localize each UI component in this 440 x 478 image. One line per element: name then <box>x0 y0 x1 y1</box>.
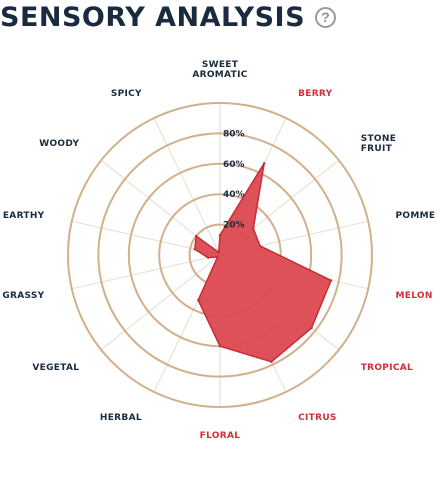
radar-spoke <box>153 117 221 256</box>
radar-axis-label: MELON <box>396 291 433 301</box>
radar-ring <box>97 132 343 378</box>
radar-axis-label: WOODY <box>39 139 79 149</box>
radar-series <box>193 162 333 363</box>
radar-axis-label: HERBAL <box>100 413 142 423</box>
radar-tick-label: 40% <box>223 190 245 200</box>
radar-tick-label: 20% <box>223 221 245 231</box>
radar-axis-label: TROPICAL <box>361 363 413 373</box>
radar-axis-label-line: HERBAL <box>100 413 142 423</box>
radar-point <box>195 234 198 238</box>
radar-point <box>197 299 200 302</box>
radar-axis-label-line: TROPICAL <box>361 363 413 373</box>
radar-axis-label-line: SPICY <box>111 89 142 99</box>
radar-axis-label-line: SWEET <box>202 60 239 70</box>
radar-spoke <box>100 254 221 351</box>
radar-point <box>310 326 313 330</box>
header: SENSORY ANALYSIS ? <box>0 0 337 34</box>
radar-axis-label-line: POMME <box>396 211 436 221</box>
radar-point <box>329 279 333 282</box>
radar-axis-label-line: MELON <box>396 291 433 301</box>
radar-rings <box>67 102 373 408</box>
radar-point <box>216 255 219 259</box>
radar-axis-label: CITRUS <box>298 413 337 423</box>
radar-spoke <box>71 254 221 290</box>
radar-axis-label: SPICY <box>111 89 142 99</box>
radar-axis-label: EARTHY <box>3 211 45 221</box>
radar-point <box>258 244 262 248</box>
radar-axis-label: VEGETAL <box>32 363 79 373</box>
radar-point <box>218 234 222 237</box>
radar-point <box>252 227 255 230</box>
radar-axis-label-line: BERRY <box>298 89 333 99</box>
radar-axis-label: GRASSY <box>2 291 44 301</box>
radar-axis-label: SWEET AROMATIC <box>192 60 247 80</box>
radar-axis-label: POMME <box>396 211 436 221</box>
radar-point <box>193 248 196 251</box>
radar-point <box>270 360 273 363</box>
radar-point <box>217 251 220 254</box>
radar-point <box>263 162 266 165</box>
radar-axis-label: FLORAL <box>200 431 241 441</box>
radar-axis-label-line: WOODY <box>39 139 79 149</box>
radar-point <box>218 345 222 348</box>
question-circle-icon[interactable]: ? <box>315 6 337 28</box>
radar-axis-label: STONE FRUIT <box>361 134 396 154</box>
radar-axis-label-line: CITRUS <box>298 413 337 423</box>
radar-axis-label-line: FLORAL <box>200 431 241 441</box>
radar-tick-labels: 20% 40% 60% 80% <box>223 129 245 230</box>
radar-point <box>206 256 210 259</box>
radar-ring <box>67 102 373 408</box>
radar-tick-label: 80% <box>223 129 245 139</box>
radar-axis-label-line: FRUIT <box>361 144 393 154</box>
radar-tick-label: 60% <box>223 160 245 170</box>
page-title: SENSORY ANALYSIS <box>0 1 306 33</box>
radar-axis-label-line: GRASSY <box>2 291 44 301</box>
radar-axis-label-line: STONE <box>361 134 396 144</box>
radar-axis-label-line: AROMATIC <box>192 70 247 80</box>
radar-axis-label-line: EARTHY <box>3 211 45 221</box>
radar-axis-label-line: VEGETAL <box>32 363 79 373</box>
radar-axis-label: BERRY <box>298 89 333 99</box>
radar-axis-labels: SWEET AROMATIC BERRY STONE FRUIT POMME MELON TR… <box>2 60 435 441</box>
